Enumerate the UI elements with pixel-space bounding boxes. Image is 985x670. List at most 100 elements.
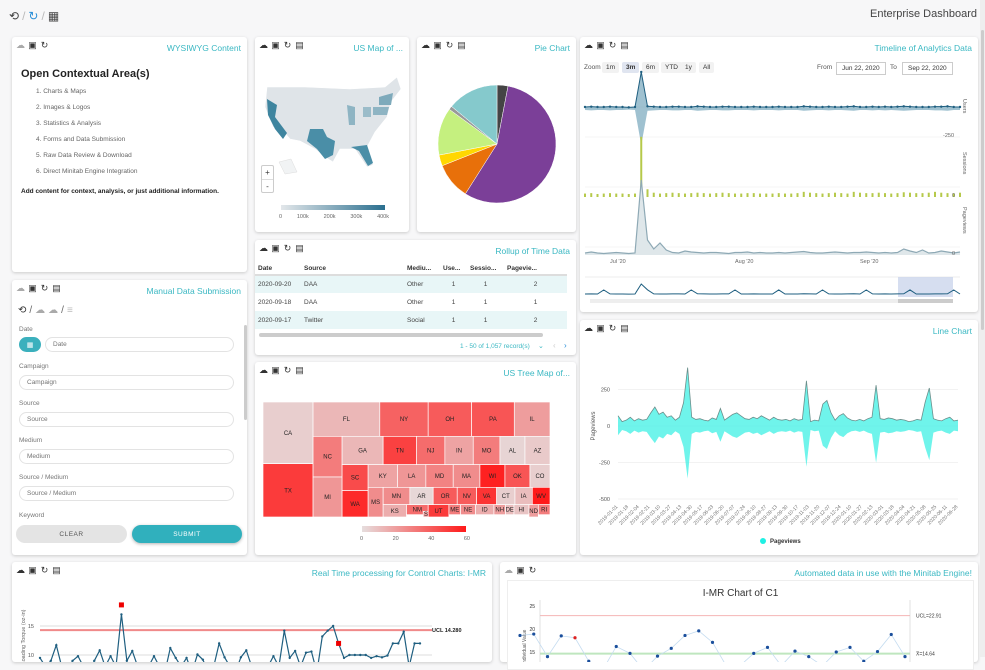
- refresh-icon[interactable]: ↻: [608, 323, 617, 333]
- column-header[interactable]: Sessio...: [467, 262, 504, 276]
- refresh-icon[interactable]: ↻: [283, 243, 292, 253]
- refresh-icon[interactable]: ↻: [40, 283, 49, 293]
- us-map[interactable]: [255, 37, 409, 232]
- form-scrollbar[interactable]: [244, 325, 247, 420]
- cell: 2020-09-20: [255, 275, 301, 293]
- image-icon[interactable]: ▣: [28, 40, 37, 50]
- refresh-icon[interactable]: ↻: [608, 40, 617, 50]
- image-icon[interactable]: ▣: [596, 40, 605, 50]
- sessions-bar: [859, 192, 861, 197]
- page-size-dropdown[interactable]: ⌄: [538, 343, 544, 350]
- zoom-1m-button[interactable]: 1m: [602, 62, 620, 73]
- comment-icon[interactable]: ▤: [620, 323, 629, 333]
- from-date-input[interactable]: Jun 22, 2020: [836, 62, 886, 75]
- manual-data-card: ☁ ▣ ↻ ▤ Manual Data Submission ⟲ / ☁ ☁ / ≡ Date …: [12, 280, 247, 555]
- treemap-cell-il: [513, 402, 550, 437]
- refresh-icon[interactable]: ↻: [283, 365, 292, 375]
- table-row[interactable]: 2020-09-18 DAA Other 1 1 1: [255, 293, 567, 311]
- submit-button[interactable]: SUBMIT: [132, 525, 242, 543]
- image-icon[interactable]: ▣: [596, 323, 605, 333]
- sync-icon[interactable]: ↻: [28, 9, 39, 23]
- date-picker-button[interactable]: ▦: [19, 337, 41, 352]
- cloud-upload-icon[interactable]: ☁: [35, 305, 46, 316]
- table-h-scrollbar[interactable]: [259, 333, 543, 337]
- column-header[interactable]: Source: [301, 262, 404, 276]
- cloud-icon[interactable]: ☁: [584, 40, 593, 50]
- page-scrollbar[interactable]: [980, 0, 985, 657]
- prev-page-button[interactable]: ‹: [553, 341, 556, 350]
- image-icon[interactable]: ▣: [28, 565, 37, 575]
- refresh-icon[interactable]: ↻: [40, 40, 49, 50]
- sessions-bar: [784, 193, 786, 197]
- medium-input[interactable]: [19, 449, 234, 464]
- history-icon[interactable]: ⟲: [9, 9, 20, 23]
- image-icon[interactable]: ▣: [271, 40, 280, 50]
- y-axis-label: Pageviews: [591, 411, 597, 440]
- card-toolbar: ☁ ▣ ↻ ▤: [16, 565, 61, 575]
- to-date-input[interactable]: Sep 22, 2020: [902, 62, 953, 75]
- timeline-chart[interactable]: -250 0 0 Users Sessions Pageviews Jul '20 Aug '…: [580, 37, 978, 312]
- table-row[interactable]: 2020-09-20 DAA Other 1 1 2: [255, 275, 567, 293]
- image-icon[interactable]: ▣: [271, 365, 280, 375]
- campaign-input[interactable]: [19, 375, 234, 390]
- cloud-icon[interactable]: ☁: [504, 565, 513, 575]
- pie-slice-6: [451, 84, 498, 145]
- next-page-button[interactable]: ›: [564, 341, 567, 350]
- image-icon[interactable]: ▣: [516, 565, 525, 575]
- scrollbar-thumb[interactable]: [981, 30, 984, 330]
- cell: Other: [404, 275, 440, 293]
- cloud-icon[interactable]: ☁: [259, 243, 268, 253]
- comment-icon[interactable]: ▤: [295, 40, 304, 50]
- date-input[interactable]: [45, 337, 234, 352]
- refresh-icon[interactable]: ↻: [528, 565, 537, 575]
- comment-icon[interactable]: ▤: [457, 40, 466, 50]
- refresh-icon[interactable]: ↻: [40, 565, 49, 575]
- data-point: [364, 653, 367, 657]
- comment-icon[interactable]: ▤: [52, 283, 61, 293]
- cloud-icon[interactable]: ☁: [259, 365, 268, 375]
- cloud-icon[interactable]: ☁: [16, 565, 25, 575]
- image-icon[interactable]: ▣: [28, 283, 37, 293]
- clear-button[interactable]: CLEAR: [16, 525, 127, 543]
- ucl-label: UCL=22.91: [916, 614, 942, 620]
- column-header[interactable]: Use...: [440, 262, 467, 276]
- zoom-in-button[interactable]: +: [262, 166, 273, 180]
- comment-icon[interactable]: ▤: [52, 565, 61, 575]
- calendar-icon[interactable]: ▦: [47, 9, 60, 23]
- column-header[interactable]: Date: [255, 262, 301, 276]
- cloud-icon[interactable]: ☁: [16, 283, 25, 293]
- history-icon[interactable]: ⟲: [18, 305, 27, 316]
- table-row[interactable]: 2020-09-17 Twitter Social 1 1 2: [255, 311, 567, 329]
- column-header[interactable]: Mediu...: [404, 262, 440, 276]
- zoom-ytd-button[interactable]: YTD: [661, 62, 682, 73]
- cloud-icon[interactable]: ☁: [259, 40, 268, 50]
- comment-icon[interactable]: ▤: [295, 243, 304, 253]
- zoom-6m-button[interactable]: 6m: [642, 62, 660, 73]
- zoom-all-button[interactable]: All: [699, 62, 715, 73]
- users-point: [671, 105, 674, 108]
- treemap-label: GA: [358, 449, 367, 455]
- cloud-icon[interactable]: ☁: [16, 40, 25, 50]
- source-medium-input[interactable]: [19, 486, 234, 501]
- card-toolbar: ☁ ▣ ↻ ▤: [259, 40, 304, 50]
- cloud-download-icon[interactable]: ☁: [48, 305, 59, 316]
- comment-icon[interactable]: ▤: [295, 365, 304, 375]
- refresh-icon[interactable]: ↻: [283, 40, 292, 50]
- image-icon[interactable]: ▣: [433, 40, 442, 50]
- comment-icon[interactable]: ▤: [620, 40, 629, 50]
- zoom-out-button[interactable]: -: [266, 182, 269, 191]
- zoom-3m-button[interactable]: 3m: [622, 62, 640, 73]
- add-list-icon[interactable]: ≡: [66, 305, 73, 316]
- image-icon[interactable]: ▣: [271, 243, 280, 253]
- column-header[interactable]: Pagevie...: [504, 262, 567, 276]
- data-point: [386, 654, 389, 657]
- data-point: [201, 658, 205, 661]
- source-input[interactable]: [19, 412, 234, 427]
- card-toolbar: ☁ ▣ ↻ ▤: [584, 323, 629, 333]
- state-texas: [307, 129, 335, 159]
- treemap-label: VA: [483, 494, 491, 500]
- cloud-icon[interactable]: ☁: [421, 40, 430, 50]
- refresh-icon[interactable]: ↻: [445, 40, 454, 50]
- zoom-1y-button[interactable]: 1y: [681, 62, 696, 73]
- cloud-icon[interactable]: ☁: [584, 323, 593, 333]
